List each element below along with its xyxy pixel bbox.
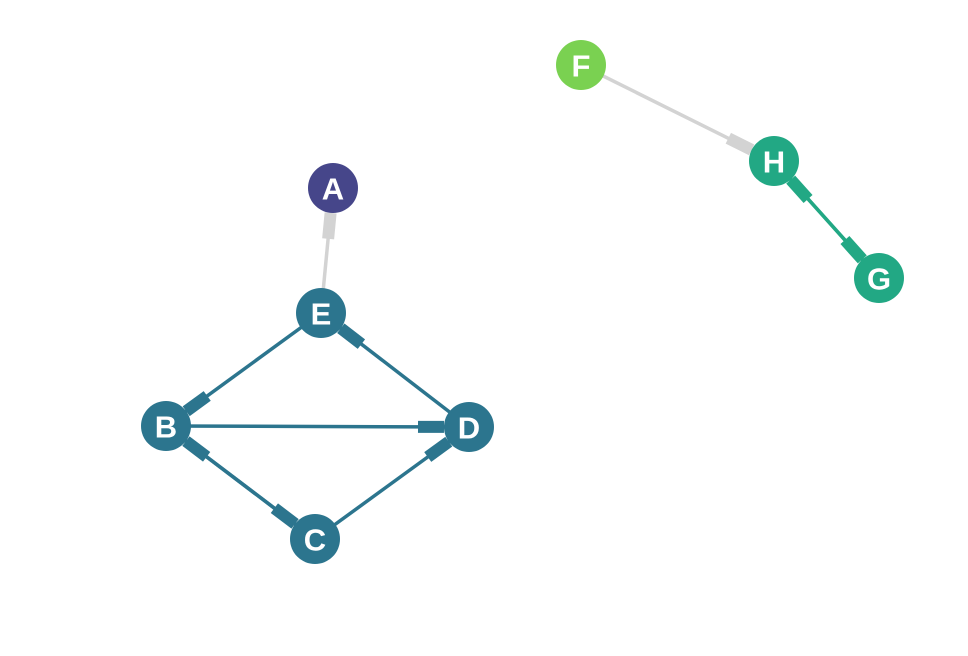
node-circle <box>141 401 191 451</box>
node-circle <box>854 253 904 303</box>
node-C[interactable]: C <box>290 514 340 564</box>
node-circle <box>308 163 358 213</box>
node-G[interactable]: G <box>854 253 904 303</box>
node-D[interactable]: D <box>444 402 494 452</box>
node-label: F <box>572 49 591 84</box>
node-label: G <box>867 262 891 297</box>
arrow-head-H-G <box>840 236 867 264</box>
node-circle <box>444 402 494 452</box>
arrow-head-E-A <box>322 212 337 240</box>
node-circle <box>556 40 606 90</box>
node-H[interactable]: H <box>749 136 799 186</box>
node-label: E <box>311 297 332 332</box>
arrow-head-F-H <box>725 132 755 156</box>
node-E[interactable]: E <box>296 288 346 338</box>
node-label: D <box>458 411 480 446</box>
arrow-head-D-E <box>337 323 366 349</box>
node-A[interactable]: A <box>308 163 358 213</box>
node-layer: A B C D E F H G <box>141 40 904 564</box>
arrow-head-B-C <box>270 503 299 529</box>
node-label: A <box>322 172 344 207</box>
node-label: H <box>763 145 785 180</box>
arrow-head-E-B <box>182 391 211 417</box>
arrow-head-C-D <box>424 436 453 462</box>
node-circle <box>749 136 799 186</box>
node-B[interactable]: B <box>141 401 191 451</box>
node-F[interactable]: F <box>556 40 606 90</box>
node-circle <box>290 514 340 564</box>
node-label: B <box>155 410 177 445</box>
edge-layer <box>164 63 881 541</box>
node-circle <box>296 288 346 338</box>
node-label: C <box>304 523 326 558</box>
